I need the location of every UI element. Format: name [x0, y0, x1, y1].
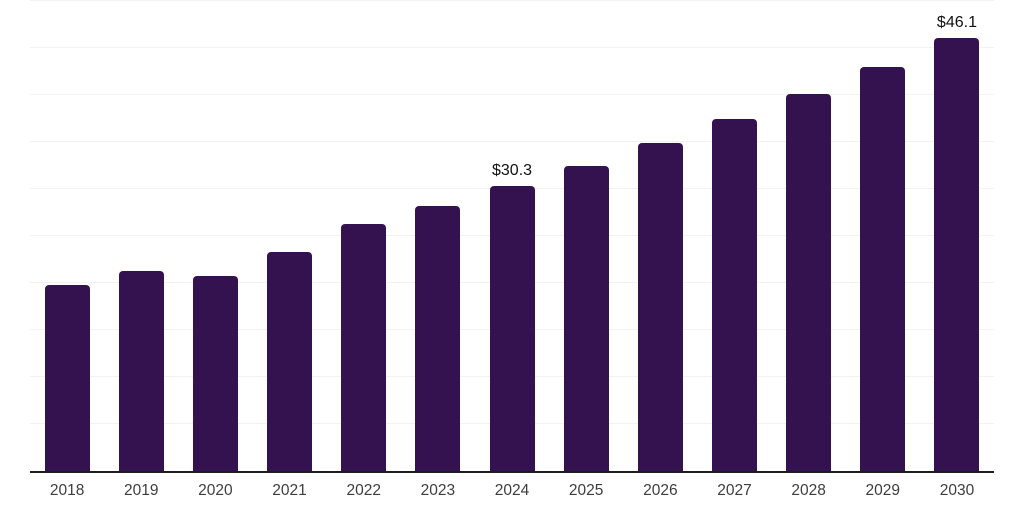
x-tick-label: 2027: [717, 482, 752, 499]
bar-2026: [637, 142, 683, 471]
x-tick-label: 2019: [123, 482, 159, 499]
bar-2021: [267, 251, 313, 471]
x-tick-label: 2020: [198, 482, 233, 499]
x-tick-label: 2021: [272, 482, 307, 499]
bar-slot: [549, 1, 623, 471]
bar-slot: [697, 1, 771, 471]
bar-2024: [489, 186, 535, 471]
bar-2027: [711, 119, 757, 471]
bar-slot: [772, 1, 846, 471]
x-tick-label: 2023: [420, 482, 456, 499]
x-axis-labels: 2018 2019 2020 2021 2022 2023 2024 2025 2026 2027…: [30, 482, 994, 501]
bar-slot: [401, 1, 475, 471]
x-tick-label: 2030: [939, 482, 975, 499]
bar-slot: [104, 1, 178, 471]
bar-2023: [415, 205, 461, 471]
bar-2018: [44, 284, 90, 471]
bar-2019: [118, 270, 164, 471]
bar-slot: $46.1: [920, 1, 994, 471]
bar-slot: [327, 1, 401, 471]
x-tick-label: 2018: [49, 482, 85, 499]
bar-value-label: $30.3: [491, 162, 533, 180]
bar-slot: [30, 1, 104, 471]
x-tick-label: 2022: [346, 482, 381, 499]
bar-slot: [178, 1, 252, 471]
bar-slot: $30.3: [475, 1, 549, 471]
gridline: [30, 0, 994, 1]
x-tick-label: 2026: [643, 482, 678, 499]
bar-2020: [192, 276, 238, 471]
bar-slot: [252, 1, 326, 471]
gridline: [30, 47, 994, 48]
bar-2030: [934, 37, 980, 471]
plot-area: $30.3 $46.1: [30, 0, 994, 473]
x-tick-label: 2024: [494, 482, 530, 499]
bar-slot: [846, 1, 920, 471]
bars: $30.3 $46.1: [30, 1, 994, 471]
bar-2028: [786, 94, 832, 471]
bar-2022: [341, 223, 387, 471]
gridline: [30, 141, 994, 142]
x-tick-label: 2025: [568, 482, 604, 499]
bar-2029: [860, 66, 906, 471]
bar-value-label: $46.1: [936, 13, 977, 31]
x-tick-label: 2029: [865, 482, 901, 499]
bar-slot: [623, 1, 697, 471]
x-tick-label: 2028: [791, 482, 826, 499]
gridline: [30, 94, 994, 95]
bar-2025: [563, 165, 609, 471]
